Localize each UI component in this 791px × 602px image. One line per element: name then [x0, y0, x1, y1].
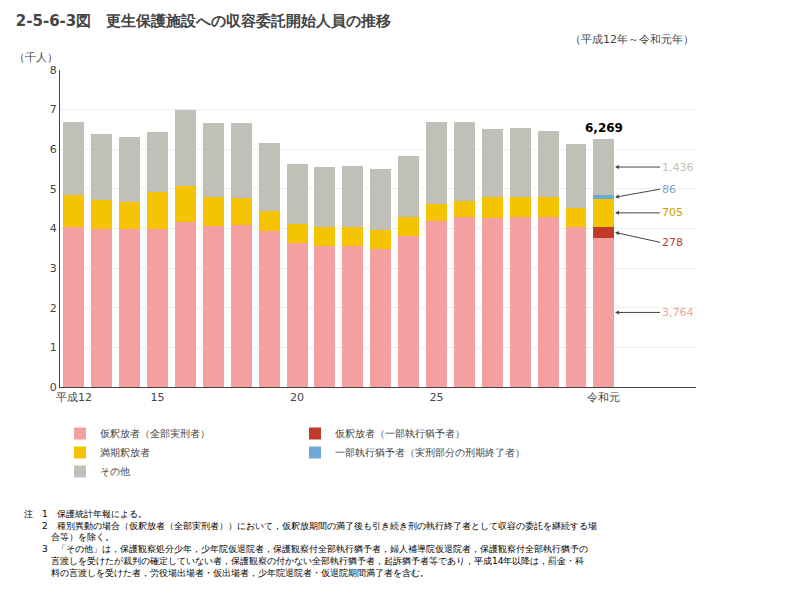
svg-text:令和元: 令和元: [587, 391, 620, 404]
svg-text:6: 6: [50, 143, 57, 156]
svg-text:（平成12年～令和元年）: （平成12年～令和元年）: [570, 33, 694, 46]
svg-text:5: 5: [50, 183, 57, 196]
svg-text:2: 2: [50, 302, 57, 315]
svg-text:86: 86: [662, 183, 676, 196]
svg-text:25: 25: [430, 391, 444, 404]
svg-text:注 1 保護統計年報による。 2 種別異動の場合（仮釈放者: 注 1 保護統計年報による。 2 種別異動の場合（仮釈放者（全部実刑者））におい…: [24, 509, 597, 578]
svg-text:3,764: 3,764: [662, 306, 694, 319]
svg-text:1: 1: [50, 341, 57, 354]
svg-text:（千人）: （千人）: [14, 51, 58, 64]
svg-text:満期釈放者: 満期釈放者: [100, 447, 150, 458]
svg-text:6,269: 6,269: [585, 121, 623, 135]
svg-text:その他: その他: [100, 466, 130, 477]
svg-text:7: 7: [50, 103, 57, 116]
svg-text:4: 4: [50, 222, 57, 235]
svg-text:705: 705: [662, 206, 683, 219]
svg-text:1,436: 1,436: [662, 161, 694, 174]
svg-text:278: 278: [662, 236, 683, 249]
svg-text:一部執行猶予者（実刑部分の刑期終了者）: 一部執行猶予者（実刑部分の刑期終了者）: [335, 447, 525, 458]
svg-text:15: 15: [151, 391, 165, 404]
svg-text:仮釈放者（一部執行猶予者）: 仮釈放者（一部執行猶予者）: [335, 428, 465, 439]
svg-text:平成12: 平成12: [56, 391, 92, 404]
svg-text:20: 20: [290, 391, 304, 404]
svg-text:2-5-6-3図 更生保護施設への収容委託開始人員の推移: 2-5-6-3図 更生保護施設への収容委託開始人員の推移: [16, 12, 391, 30]
svg-text:8: 8: [50, 64, 57, 77]
svg-text:3: 3: [50, 262, 57, 275]
svg-text:0: 0: [50, 381, 57, 394]
svg-text:仮釈放者（全部実刑者）: 仮釈放者（全部実刑者）: [100, 428, 210, 439]
